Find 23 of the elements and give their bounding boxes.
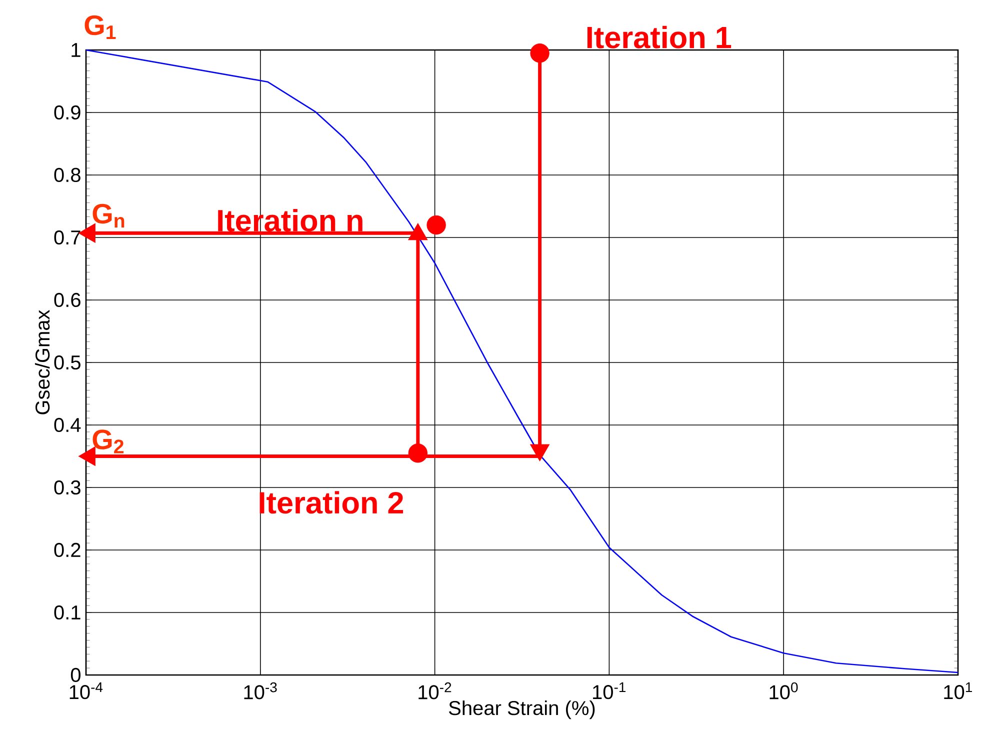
annotation: Iteration 1 (587, 26, 732, 48)
y-tick-label: 0.1 (54, 605, 80, 620)
y-tick-label: 0.8 (54, 168, 80, 182)
y-tick-label: 1 (72, 43, 80, 57)
x-tick-label: 10$^{-3}$ (244, 682, 277, 700)
y-tick-label: 0.6 (54, 292, 80, 308)
x-tick-label: 10$^{0}$ (770, 682, 798, 700)
x-tick-label: 10$^{-1}$ (593, 682, 626, 700)
y-tick-label: 0.9 (54, 105, 80, 120)
y-tick-label: 0.5 (54, 355, 80, 370)
x-axis-title: Shear Strain (%) (448, 700, 595, 720)
x-tick-label: 10$^{-2}$ (418, 682, 452, 700)
x-tick-label: 10$^{-4}$ (70, 682, 103, 700)
y-axis-title: Gsec/Gmax (34, 310, 50, 414)
y-tick-label: 0.2 (54, 542, 80, 558)
x-tick-label: 10$^{1}$ (944, 682, 972, 700)
annotation: G$_{1}$ (84, 15, 116, 40)
y-tick-label: 0.4 (54, 418, 81, 432)
y-tick-label: 0.7 (54, 230, 80, 245)
annotation: G$_{n}$ (92, 204, 124, 228)
y-tick-label: 0.3 (54, 480, 80, 495)
y-tick-label: 0 (70, 668, 80, 682)
annotation: G$_{2}$ (92, 430, 124, 454)
